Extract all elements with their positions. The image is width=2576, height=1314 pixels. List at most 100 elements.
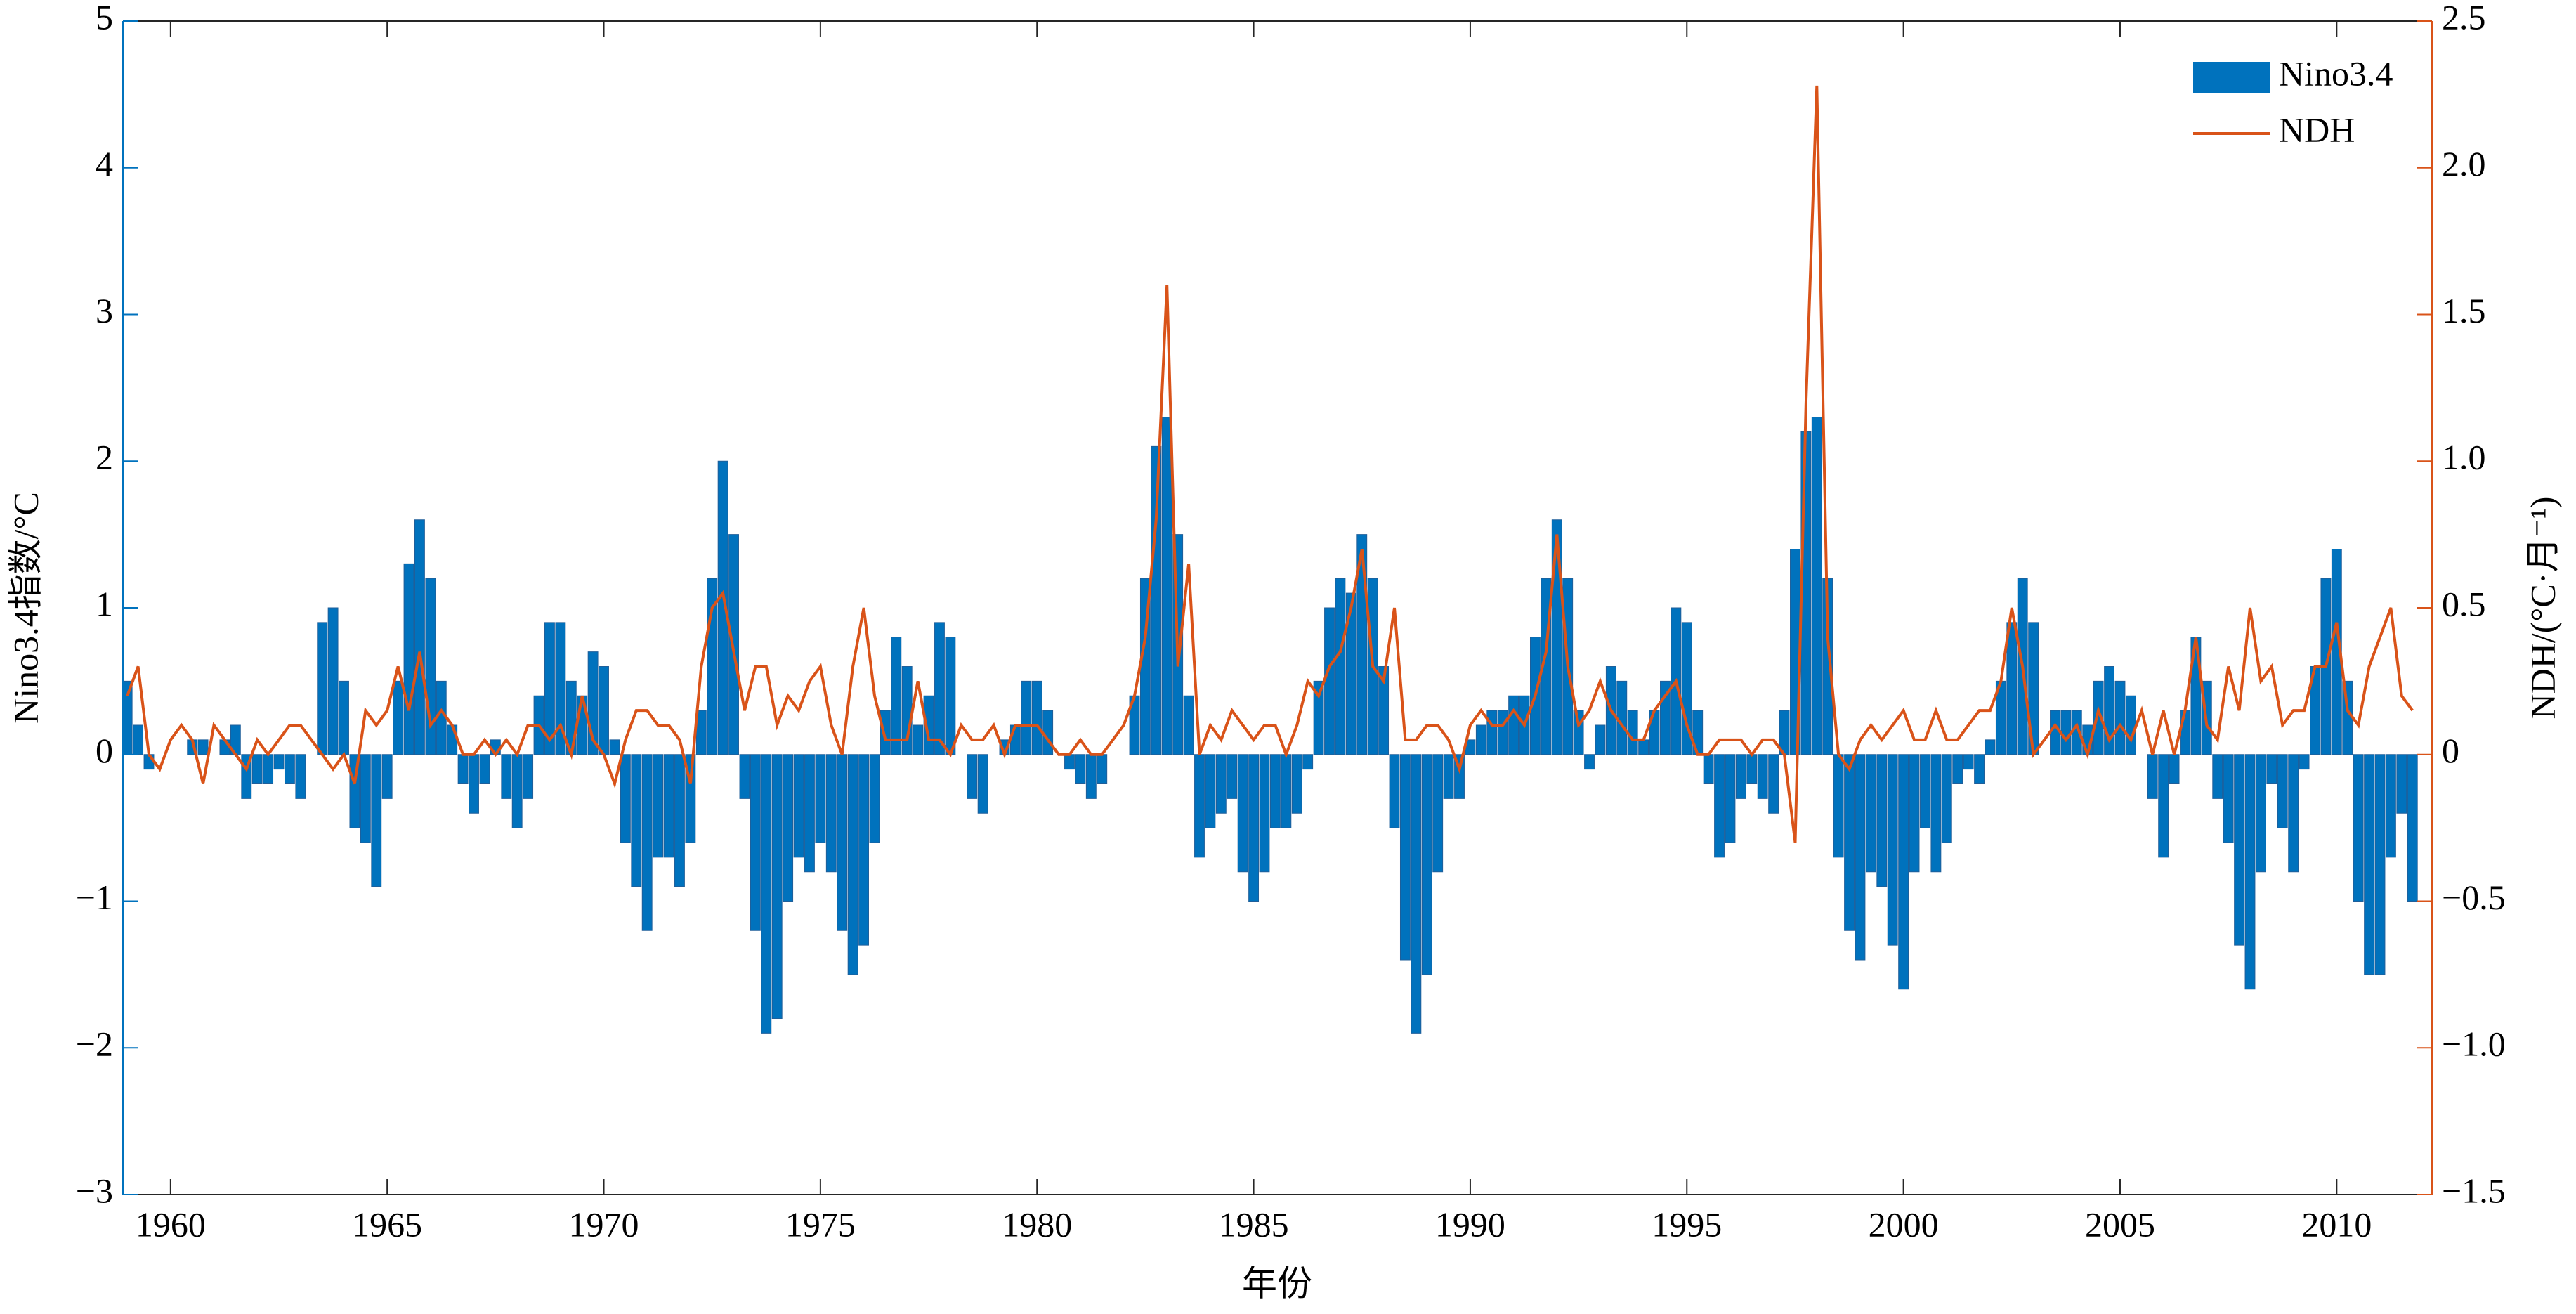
bar <box>750 754 761 931</box>
bar <box>663 754 674 858</box>
bar <box>945 637 956 755</box>
x-tick-label: 2000 <box>1869 1204 1939 1244</box>
bar <box>1746 754 1758 784</box>
bar <box>783 754 794 902</box>
y2-tick-label: 0.5 <box>2442 584 2486 623</box>
bar <box>1475 724 1486 755</box>
bar <box>2223 754 2234 843</box>
bar <box>1042 710 1054 755</box>
bar <box>1811 417 1822 755</box>
x-tick-label: 1980 <box>1002 1204 1072 1244</box>
bar <box>858 754 869 946</box>
y-tick-label: −3 <box>76 1171 113 1210</box>
y2-tick-label: 2.5 <box>2442 0 2486 37</box>
bar <box>1855 754 1866 961</box>
bar <box>1497 710 1508 755</box>
bar <box>317 622 328 755</box>
legend-swatch <box>2193 62 2270 93</box>
bar <box>1269 754 1281 828</box>
bar <box>1725 754 1736 843</box>
bar <box>371 754 382 887</box>
bar <box>251 754 263 784</box>
bar <box>2158 754 2169 858</box>
x-tick-label: 1970 <box>569 1204 639 1244</box>
bar <box>609 739 620 755</box>
bar <box>414 519 425 755</box>
bar <box>977 754 988 814</box>
bar <box>825 754 837 873</box>
bar <box>1389 754 1400 828</box>
bar <box>1259 754 1270 873</box>
x-tick-label: 1975 <box>785 1204 856 1244</box>
bar <box>1215 754 1227 814</box>
legend-label: NDH <box>2279 110 2355 149</box>
bar <box>1508 695 1519 755</box>
bar <box>339 680 349 755</box>
bar <box>2125 695 2136 755</box>
bar <box>1486 710 1498 755</box>
bar <box>1616 680 1628 755</box>
bar <box>880 710 891 755</box>
bar <box>2266 754 2277 784</box>
bar <box>1681 622 1692 755</box>
y-axis-label: Nino3.4指数/°C <box>6 492 45 724</box>
y2-tick-label: −0.5 <box>2442 878 2506 917</box>
bar <box>934 622 945 755</box>
bar <box>1876 754 1888 887</box>
x-tick-label: 2005 <box>2085 1204 2155 1244</box>
bar <box>739 754 750 799</box>
bar <box>891 637 902 755</box>
bar <box>901 666 913 755</box>
x-tick-label: 1995 <box>1652 1204 1722 1244</box>
bar <box>1909 754 1920 873</box>
bar <box>793 754 804 858</box>
bar <box>771 754 783 1019</box>
bar <box>511 754 523 828</box>
bar <box>263 754 274 784</box>
bar <box>1291 754 1302 814</box>
bar <box>1551 519 1562 755</box>
bar <box>457 754 469 784</box>
bar <box>631 754 642 887</box>
bar <box>1302 754 1314 770</box>
bar <box>1411 754 1422 1034</box>
bar <box>393 680 404 755</box>
bar <box>2374 754 2386 975</box>
bar <box>641 754 653 931</box>
bar <box>1151 445 1162 755</box>
y2-tick-label: 2.0 <box>2442 144 2486 183</box>
bar <box>425 578 436 755</box>
bar <box>2407 754 2418 902</box>
y-tick-label: 5 <box>96 0 113 37</box>
bar <box>804 754 815 873</box>
bar <box>1941 754 1952 843</box>
bar <box>2147 754 2158 799</box>
bar <box>327 607 339 755</box>
bar <box>273 754 285 770</box>
bar <box>1974 754 1985 784</box>
bar <box>1714 754 1725 858</box>
bar <box>761 754 772 1034</box>
bar <box>1248 754 1260 902</box>
bar <box>479 754 490 784</box>
bar <box>1009 724 1021 755</box>
bar <box>2255 754 2266 873</box>
y-tick-label: 0 <box>96 731 113 770</box>
bar <box>1638 739 1649 755</box>
x-tick-label: 1990 <box>1435 1204 1505 1244</box>
bar <box>2114 680 2126 755</box>
bar <box>1031 680 1042 755</box>
bar <box>501 754 512 799</box>
bar <box>2050 710 2060 755</box>
bar <box>1735 754 1746 799</box>
y-tick-label: 1 <box>96 584 113 623</box>
y2-axis-label: NDH/(°C·月⁻¹) <box>2523 497 2562 720</box>
bar <box>1627 710 1638 755</box>
x-tick-label: 1985 <box>1219 1204 1289 1244</box>
bar <box>544 622 555 755</box>
bar <box>2169 754 2180 784</box>
bar <box>2093 680 2104 755</box>
bar <box>674 754 685 887</box>
x-tick-label: 1960 <box>136 1204 206 1244</box>
